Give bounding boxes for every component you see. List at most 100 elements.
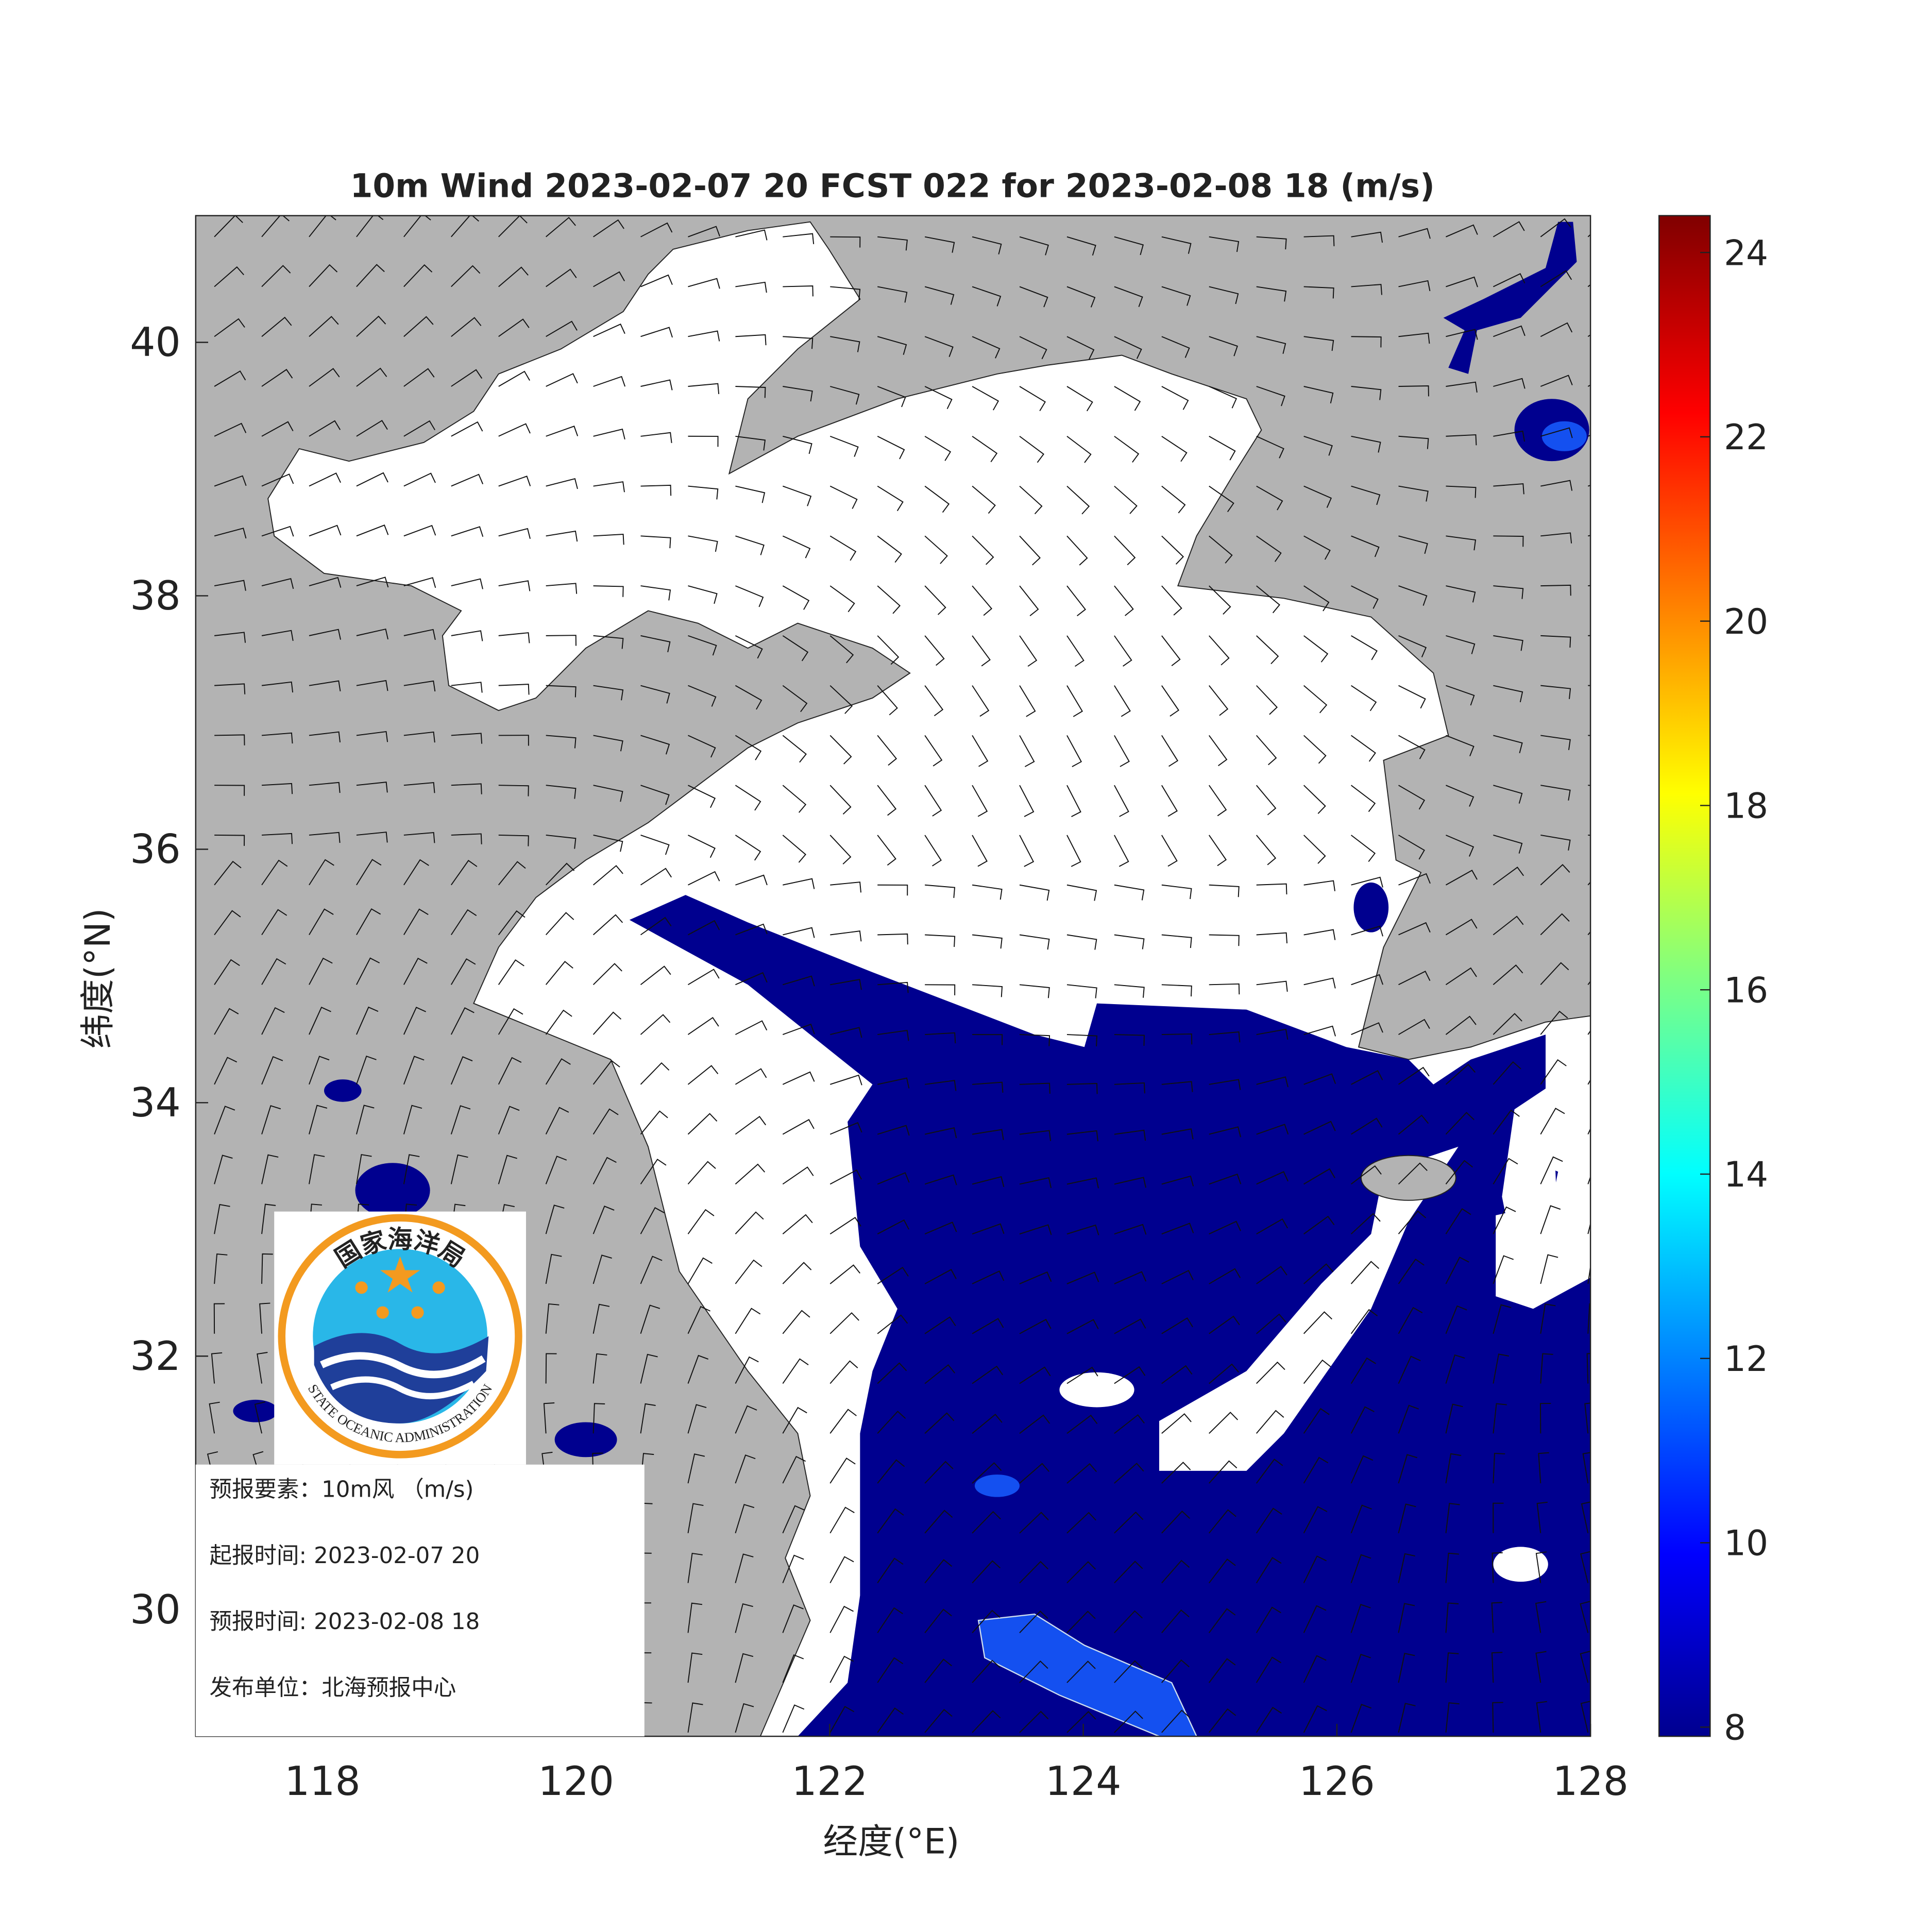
wind-barb: [1303, 485, 1332, 508]
wind-barb: [1066, 1130, 1098, 1142]
wind-barb: [403, 264, 433, 287]
wind-barb: [1019, 1710, 1049, 1733]
wind-barb: [1209, 236, 1240, 252]
wind-barb: [877, 785, 897, 816]
wind-barb: [1303, 929, 1336, 940]
colorbar-tick-label: 8: [1724, 1707, 1746, 1748]
wind-barb: [1587, 1030, 1591, 1035]
wind-barb: [1351, 435, 1381, 453]
wind-barb: [1398, 835, 1425, 860]
wind-barb: [735, 835, 761, 861]
wind-barb: [1019, 585, 1039, 616]
wind-barb: [1493, 483, 1524, 495]
wind-barb: [735, 535, 765, 555]
wind-barb: [1588, 635, 1591, 636]
colorbar-ticks: 8 10 12 14 16 18 20 22 24: [1700, 232, 1768, 1748]
wind-barb: [1114, 835, 1129, 867]
wind-barb: [924, 435, 952, 461]
wind-barb: [782, 1505, 805, 1534]
wind-barb: [830, 979, 862, 990]
wind-barb: [1580, 1601, 1591, 1633]
wind-barb: [924, 585, 946, 615]
wind-barb: [1303, 685, 1328, 714]
wind-barb: [1114, 1318, 1146, 1334]
wind-barb: [450, 909, 477, 936]
wind-barb: [1493, 1304, 1512, 1334]
wind-barb: [1114, 984, 1145, 998]
wind-barb: [829, 1458, 856, 1484]
wind-barb: [545, 1253, 562, 1284]
wind-barb: [735, 1653, 754, 1683]
wind-barb: [640, 965, 671, 986]
wind-barb: [1161, 635, 1181, 667]
wind-barb: [877, 1657, 904, 1683]
wind-barb: [593, 534, 624, 545]
wind-barb: [1209, 934, 1240, 946]
logo: 国家海洋局 STATE OCEANIC ADMINISTRATION: [274, 1211, 526, 1465]
wind-barb: [261, 1007, 285, 1035]
wind-barb: [1445, 1257, 1469, 1284]
wind-barb: [1493, 430, 1526, 442]
wind-barb: [925, 884, 956, 898]
wind-barb: [1114, 1561, 1143, 1584]
wind-barb: [498, 1155, 517, 1184]
wind-barb: [356, 1006, 379, 1035]
wind-barb: [1540, 913, 1570, 936]
wind-barb: [782, 1071, 815, 1085]
wind-barb: [877, 1459, 905, 1484]
wind-barb: [1445, 1702, 1460, 1733]
wind-barb: [877, 1314, 908, 1334]
wind-barb: [1019, 1271, 1052, 1284]
wind-barb: [214, 785, 245, 796]
wind-barb: [1161, 336, 1190, 358]
wind-barb: [972, 286, 1002, 307]
wind-barb: [1588, 535, 1591, 537]
wind-barb: [1066, 1660, 1096, 1683]
wind-barb: [1398, 635, 1427, 657]
wind-barb: [687, 1016, 719, 1035]
wind-barb: [1446, 485, 1477, 498]
wind-barb: [1256, 1361, 1285, 1384]
wind-barb: [261, 1253, 273, 1284]
wind-barb: [1540, 835, 1571, 851]
wind-barb: [356, 957, 380, 985]
wind-barb: [309, 832, 341, 843]
x-axis: 118 120 122 124 126 128: [284, 1723, 1629, 1805]
wind-barb: [1019, 635, 1038, 667]
wind-barb: [924, 635, 945, 666]
colorbar-tick-label: 24: [1724, 232, 1768, 273]
wind-barb: [1161, 934, 1192, 948]
wind-barb: [1161, 236, 1192, 254]
wind-barb: [640, 1158, 667, 1184]
wind-barb: [1351, 284, 1382, 295]
wind-barb: [309, 680, 341, 691]
wind-barb: [592, 1060, 620, 1085]
wind-barb: [1256, 585, 1280, 614]
wind-barb: [1161, 1413, 1192, 1434]
wind-barb: [1446, 635, 1476, 654]
wind-barb: [877, 585, 901, 614]
wind-barb: [1114, 1082, 1145, 1094]
wind-barb: [783, 233, 815, 244]
wind-barb: [214, 1204, 230, 1234]
wind-barb: [829, 635, 854, 664]
wind-barb: [1351, 974, 1384, 986]
wind-barb: [1584, 1402, 1591, 1434]
wind-barb: [1066, 884, 1097, 901]
wind-barb: [1066, 685, 1083, 717]
wind-barb: [1493, 378, 1526, 389]
wind-barb: [1209, 1173, 1242, 1185]
wind-barb: [545, 1353, 557, 1384]
wind-barb: [545, 1107, 569, 1135]
wind-barb: [1351, 485, 1381, 505]
wind-barb: [214, 734, 245, 745]
wind-barb: [1493, 1502, 1504, 1533]
wind-barb: [640, 1014, 671, 1035]
weak-wind-patch: [1059, 1372, 1134, 1408]
wind-barb: [1256, 1218, 1289, 1235]
wind-barb: [1161, 1175, 1194, 1187]
wind-barb: [1114, 934, 1145, 950]
wind-barb: [877, 635, 900, 665]
wind-barb: [1445, 967, 1477, 986]
wind-barb: [1398, 971, 1431, 986]
